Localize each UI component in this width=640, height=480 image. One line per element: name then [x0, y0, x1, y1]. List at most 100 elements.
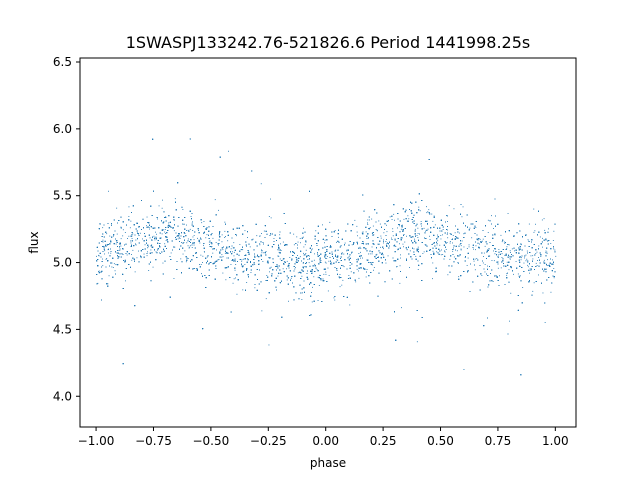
data-point — [526, 234, 527, 236]
data-point — [138, 250, 139, 252]
data-point — [386, 224, 387, 226]
data-point — [542, 237, 543, 239]
data-point — [317, 300, 319, 301]
data-point — [218, 209, 219, 211]
data-point — [506, 274, 508, 276]
data-point — [268, 216, 270, 217]
data-point — [182, 253, 184, 255]
data-point — [234, 258, 236, 260]
data-point — [414, 238, 415, 240]
data-point — [464, 257, 466, 258]
data-point — [538, 274, 539, 276]
data-point — [427, 228, 429, 230]
data-point — [97, 282, 99, 284]
data-point — [164, 231, 166, 233]
data-point — [383, 241, 384, 242]
data-point — [184, 233, 186, 234]
data-point — [394, 245, 396, 247]
data-point — [466, 248, 468, 249]
data-point — [394, 219, 395, 221]
data-point — [373, 234, 375, 236]
data-point — [506, 248, 508, 250]
data-point — [200, 254, 202, 256]
data-point — [278, 255, 280, 257]
data-point — [525, 254, 527, 256]
data-point — [385, 262, 387, 264]
data-point — [135, 239, 137, 241]
data-point — [339, 274, 341, 275]
data-point — [380, 237, 382, 239]
data-point — [279, 252, 280, 254]
data-point — [368, 228, 369, 229]
data-point — [371, 253, 373, 255]
data-point — [195, 268, 197, 269]
data-point — [475, 245, 477, 247]
data-point — [254, 264, 256, 265]
data-point — [117, 253, 119, 254]
data-point — [360, 247, 362, 249]
data-point — [509, 258, 511, 260]
data-point — [224, 237, 226, 238]
data-point — [447, 237, 449, 239]
data-point — [261, 233, 262, 234]
data-point — [508, 244, 510, 246]
data-point — [506, 246, 508, 248]
data-point — [376, 229, 378, 231]
data-point — [346, 249, 348, 251]
data-point — [293, 233, 295, 235]
data-point — [442, 229, 444, 230]
data-point — [394, 244, 396, 246]
data-point — [539, 236, 541, 238]
data-point — [110, 252, 112, 254]
data-point — [302, 236, 304, 238]
data-point — [241, 249, 243, 251]
data-point — [120, 238, 122, 240]
data-point — [115, 264, 117, 265]
data-point — [108, 252, 109, 254]
data-point — [244, 255, 246, 256]
data-point — [333, 297, 335, 299]
data-point — [399, 243, 400, 245]
data-point — [351, 244, 353, 246]
data-point — [104, 253, 105, 255]
data-point — [323, 273, 325, 275]
data-point — [356, 268, 358, 270]
data-point — [463, 369, 465, 370]
data-point — [263, 230, 265, 232]
data-point — [544, 322, 546, 323]
data-point — [115, 243, 117, 245]
data-point — [104, 250, 106, 252]
data-point — [415, 225, 417, 227]
data-point — [459, 243, 461, 245]
data-point — [102, 265, 104, 267]
data-point — [489, 255, 491, 257]
data-point — [157, 218, 158, 220]
data-point — [409, 267, 410, 268]
data-point — [277, 249, 279, 251]
data-point — [98, 255, 100, 257]
data-point — [550, 291, 552, 293]
data-point — [421, 225, 422, 227]
data-point — [277, 275, 279, 277]
data-point — [526, 258, 528, 260]
data-point — [365, 231, 367, 233]
data-point — [130, 220, 132, 222]
data-point — [417, 237, 419, 238]
data-point — [214, 199, 216, 201]
data-point — [266, 261, 268, 263]
data-point — [504, 254, 506, 256]
data-point — [492, 281, 494, 282]
data-point — [543, 261, 545, 263]
data-point — [282, 258, 284, 260]
data-point — [201, 273, 202, 275]
data-point — [346, 250, 348, 252]
data-point — [177, 238, 179, 240]
data-point — [342, 265, 344, 267]
data-point — [372, 233, 373, 235]
data-point — [131, 254, 132, 255]
data-point — [243, 258, 245, 260]
data-point — [509, 257, 511, 259]
data-point — [102, 227, 104, 229]
data-point — [392, 235, 394, 237]
data-point — [155, 231, 156, 233]
